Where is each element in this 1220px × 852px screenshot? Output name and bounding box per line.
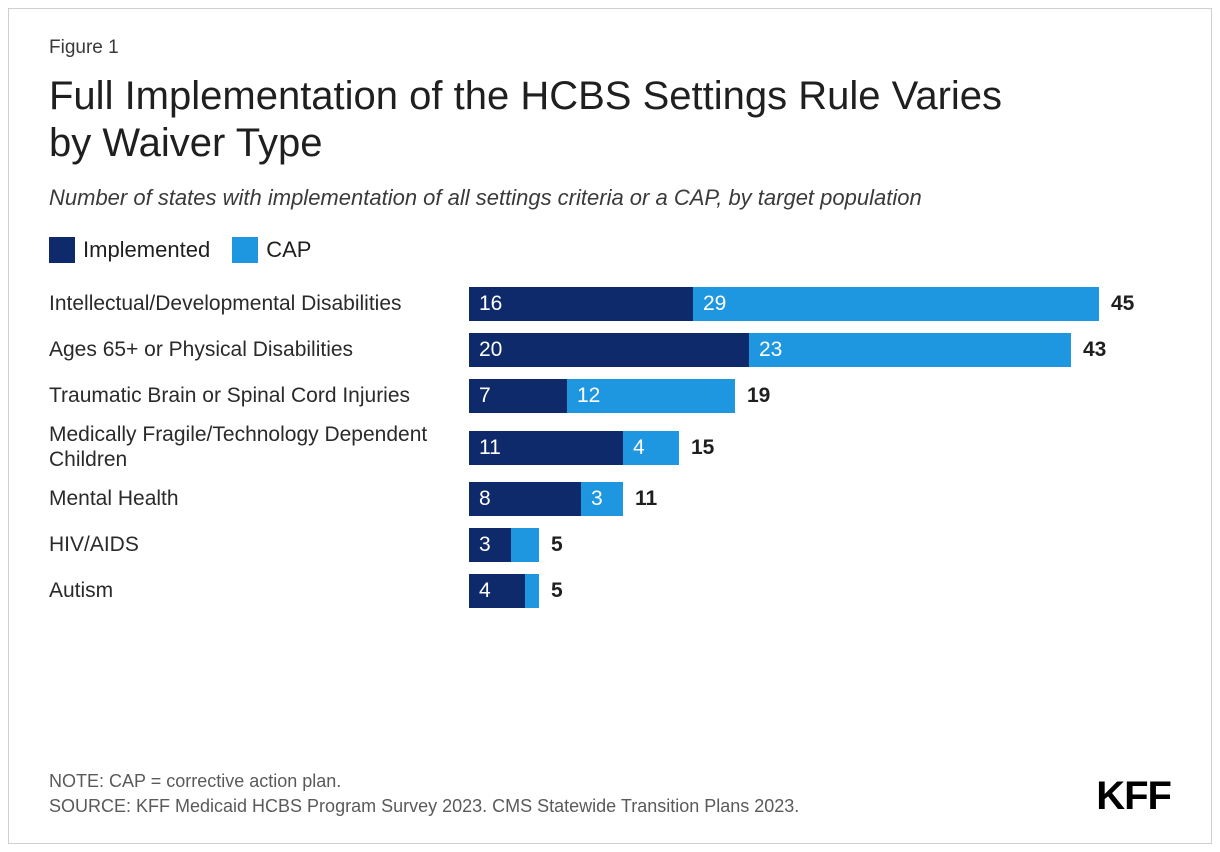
chart-title: Full Implementation of the HCBS Settings… xyxy=(49,73,1049,167)
bar-row: Traumatic Brain or Spinal Cord Injuries7… xyxy=(49,377,1171,415)
chart-subtitle: Number of states with implementation of … xyxy=(49,185,1171,211)
category-label: Medically Fragile/Technology Dependent C… xyxy=(49,423,469,471)
bar-segment-implemented: 16 xyxy=(469,287,693,321)
bar-row: Intellectual/Developmental Disabilities1… xyxy=(49,285,1171,323)
legend-label-cap: CAP xyxy=(266,237,311,263)
bar-wrap: 114 15 xyxy=(469,431,1171,465)
bar-segment-cap: 12 xyxy=(567,379,735,413)
bar-total-label: 5 xyxy=(551,533,563,557)
bar-total-label: 19 xyxy=(747,384,770,408)
footer-notes: NOTE: CAP = corrective action plan. SOUR… xyxy=(49,769,1171,819)
bar-segment-implemented: 8 xyxy=(469,482,581,516)
bar-segment-cap: 23 xyxy=(749,333,1071,367)
bar-total-label: 11 xyxy=(635,487,657,511)
bar-wrap: 45 xyxy=(469,574,1171,608)
bar-segment-cap: 3 xyxy=(581,482,623,516)
kff-logo: KFF xyxy=(1096,774,1171,819)
category-label: Ages 65+ or Physical Disabilities xyxy=(49,338,469,362)
bar-segment-cap xyxy=(525,574,539,608)
bar-segment-implemented: 4 xyxy=(469,574,525,608)
bar-segment-cap: 4 xyxy=(623,431,679,465)
bar-total-label: 43 xyxy=(1083,338,1106,362)
bar-wrap: 1629 45 xyxy=(469,287,1171,321)
figure-label: Figure 1 xyxy=(49,37,1171,59)
bar-row: Medically Fragile/Technology Dependent C… xyxy=(49,423,1171,471)
legend-label-implemented: Implemented xyxy=(83,237,210,263)
stacked-bar-chart: Intellectual/Developmental Disabilities1… xyxy=(49,285,1171,750)
category-label: HIV/AIDS xyxy=(49,533,469,557)
bar-wrap: 2023 43 xyxy=(469,333,1171,367)
bar-segment-cap xyxy=(511,528,539,562)
bar-wrap: 712 19 xyxy=(469,379,1171,413)
bar-wrap: 83 11 xyxy=(469,482,1171,516)
bar-row: Autism45 xyxy=(49,572,1171,610)
bar-segment-implemented: 3 xyxy=(469,528,511,562)
legend: Implemented CAP xyxy=(49,237,1171,263)
category-label: Mental Health xyxy=(49,487,469,511)
legend-item-implemented: Implemented xyxy=(49,237,210,263)
bar-segment-implemented: 11 xyxy=(469,431,623,465)
category-label: Autism xyxy=(49,579,469,603)
bar-segment-cap: 29 xyxy=(693,287,1099,321)
bar-row: Mental Health83 11 xyxy=(49,480,1171,518)
bar-total-label: 45 xyxy=(1111,292,1134,316)
category-label: Traumatic Brain or Spinal Cord Injuries xyxy=(49,384,469,408)
bar-total-label: 5 xyxy=(551,579,563,603)
bar-total-label: 15 xyxy=(691,436,714,460)
bar-segment-implemented: 20 xyxy=(469,333,749,367)
legend-swatch-implemented xyxy=(49,237,75,263)
bar-wrap: 35 xyxy=(469,528,1171,562)
figure-card: Figure 1 Full Implementation of the HCBS… xyxy=(8,8,1212,844)
bar-row: HIV/AIDS35 xyxy=(49,526,1171,564)
bar-row: Ages 65+ or Physical Disabilities2023 43 xyxy=(49,331,1171,369)
category-label: Intellectual/Developmental Disabilities xyxy=(49,292,469,316)
note-text: NOTE: CAP = corrective action plan. xyxy=(49,769,1171,794)
legend-swatch-cap xyxy=(232,237,258,263)
legend-item-cap: CAP xyxy=(232,237,311,263)
source-text: SOURCE: KFF Medicaid HCBS Program Survey… xyxy=(49,794,1171,819)
bar-segment-implemented: 7 xyxy=(469,379,567,413)
